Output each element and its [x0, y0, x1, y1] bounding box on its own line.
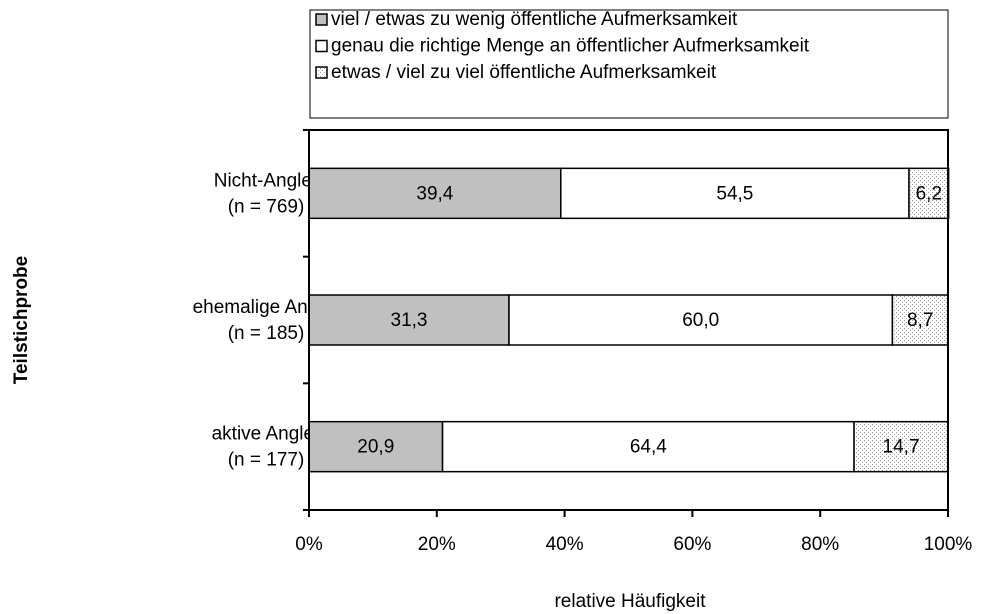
data-label: 54,5: [716, 183, 753, 204]
data-label: 14,7: [883, 437, 920, 458]
data-label: 39,4: [416, 183, 453, 204]
plot-frame: [308, 129, 949, 511]
bar-segment: [308, 420, 444, 473]
x-tick-label: 60%: [673, 534, 711, 555]
legend-box: [309, 9, 949, 119]
y-tick-label: aktive Angler: [212, 424, 321, 445]
bar-segment: [308, 167, 562, 220]
legend-label: viel / etwas zu wenig öffentliche Aufmer…: [331, 9, 738, 30]
legend-swatch: [315, 39, 328, 53]
y-tick-label: (n = 769): [228, 196, 305, 217]
x-axis-title: relative Häufigkeit: [554, 591, 706, 612]
data-label: 8,7: [907, 310, 933, 331]
x-tick-label: 40%: [546, 534, 584, 555]
bar-segment: [508, 294, 894, 346]
data-label: 31,3: [391, 310, 428, 331]
x-tick-label: 100%: [924, 534, 973, 555]
y-tick-label: (n = 177): [228, 450, 305, 471]
bar-segment: [308, 294, 510, 346]
bar-segment: [560, 167, 910, 220]
legend-swatch: [315, 66, 328, 79]
data-label: 64,4: [630, 437, 667, 458]
legend-swatch: [315, 13, 328, 26]
data-label: 20,9: [357, 437, 394, 458]
x-tick-label: 0%: [295, 534, 323, 555]
bar-segment: [853, 420, 949, 473]
x-tick-label: 80%: [801, 534, 839, 555]
legend-label: genau die richtige Menge an öffentlicher…: [331, 36, 810, 57]
data-label: 6,2: [916, 183, 942, 204]
y-axis-title: Teilstichprobe: [11, 256, 32, 384]
bar-segment: [891, 294, 949, 346]
x-tick-label: 20%: [418, 534, 456, 555]
y-tick-label: ehemalige Angler: [193, 297, 340, 318]
bar-segment: [441, 420, 855, 473]
data-label: 60,0: [682, 310, 719, 331]
legend-label: etwas / viel zu viel öffentliche Aufmerk…: [331, 62, 717, 83]
y-tick-label: Nicht-Angler: [214, 170, 319, 191]
y-tick-label: (n = 185): [228, 323, 305, 344]
